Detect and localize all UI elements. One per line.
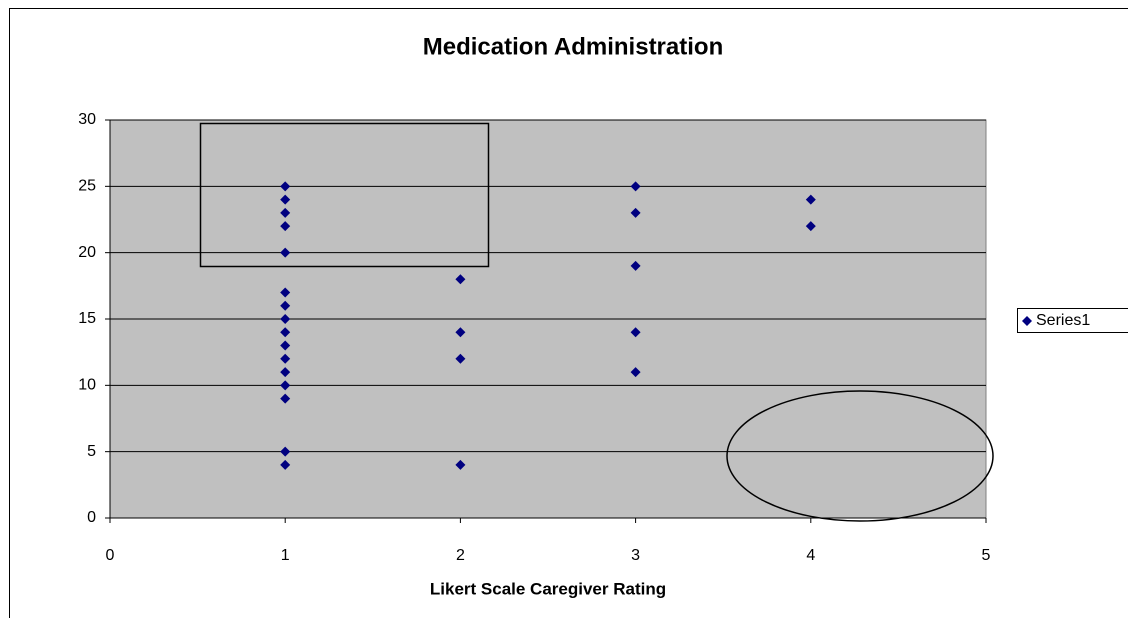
annotation-ellipse (726, 390, 994, 522)
point (630, 207, 641, 218)
point (455, 459, 466, 470)
point (280, 221, 291, 232)
point (280, 353, 291, 364)
point (630, 260, 641, 271)
point (280, 393, 291, 404)
point (280, 327, 291, 338)
marks (280, 181, 816, 470)
y-tick-label: 0 (87, 509, 96, 526)
point (280, 194, 291, 205)
y-tick-label: 25 (78, 178, 96, 195)
point (455, 353, 466, 364)
point (280, 380, 291, 391)
y-tick-label: 10 (78, 377, 96, 394)
x-tick-label: 5 (982, 547, 991, 564)
point (280, 207, 291, 218)
legend (1017, 308, 1128, 333)
point (280, 459, 291, 470)
y-tick-label: 5 (87, 443, 96, 460)
y-tick-label: 30 (78, 111, 96, 128)
annotation-rectangle (199, 122, 490, 268)
x-tick-label: 2 (456, 547, 465, 564)
point (280, 181, 291, 192)
legend-label: Series1 (1036, 312, 1090, 329)
point (630, 327, 641, 338)
point (630, 367, 641, 378)
y-tick-label: 15 (78, 310, 96, 327)
point (280, 314, 291, 324)
legend-marker (1022, 316, 1032, 326)
point (805, 194, 816, 205)
point (280, 446, 291, 457)
chart-title: Medication Administration (423, 33, 723, 60)
x-tick-label: 0 (106, 547, 115, 564)
x-tick-label: 3 (631, 547, 640, 564)
point (630, 181, 641, 192)
x-axis-title: Likert Scale Caregiver Rating (430, 579, 666, 598)
point (805, 221, 816, 232)
y-tick-label: 20 (78, 244, 96, 261)
x-tick-label: 1 (281, 547, 290, 564)
point (455, 274, 466, 285)
point (280, 247, 291, 258)
point (280, 340, 291, 351)
x-tick-label: 4 (806, 547, 815, 564)
point (280, 367, 291, 378)
point (280, 287, 291, 298)
point (280, 300, 291, 311)
point (455, 327, 466, 338)
